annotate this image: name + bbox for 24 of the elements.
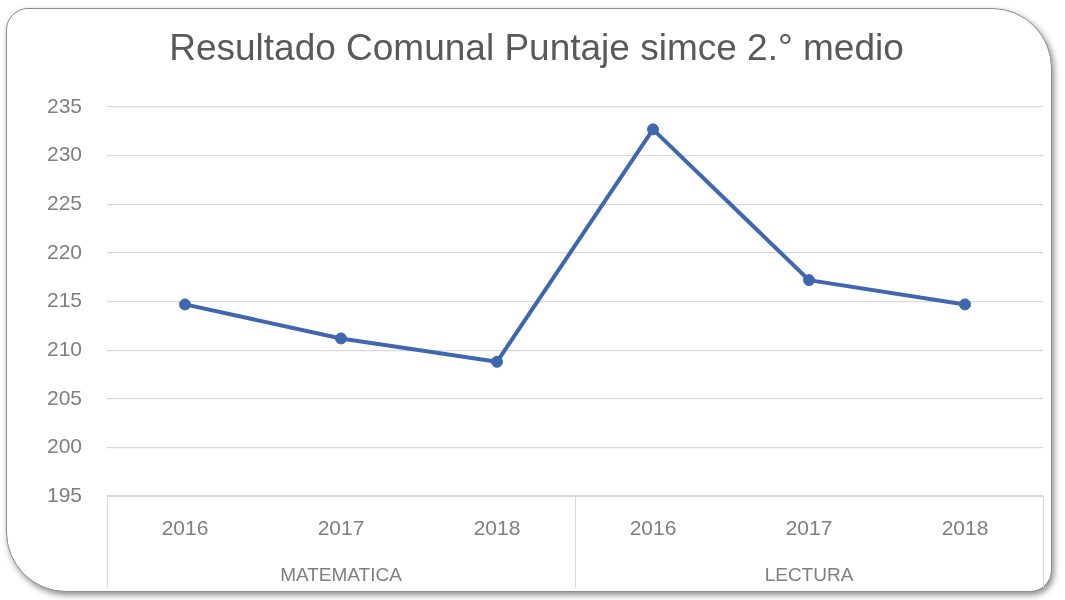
point xyxy=(335,332,347,345)
y-tick-label: 205 xyxy=(46,385,82,409)
y-tick-label: 210 xyxy=(46,336,82,360)
x-tick-label: 2016 xyxy=(161,516,209,540)
x-tick-label: 2016 xyxy=(629,516,677,540)
x-tick-label: 2018 xyxy=(941,516,989,540)
chart-title: Resultado Comunal Puntaje simce 2.° medio xyxy=(169,27,904,69)
y-tick-label: 195 xyxy=(46,482,82,506)
text: LECTURA xyxy=(764,564,854,586)
text: MATEMATICA xyxy=(280,564,403,586)
x-tick-label: 2017 xyxy=(785,516,833,540)
y-tick-label: 200 xyxy=(46,434,82,458)
x-tick-label: 2018 xyxy=(473,516,521,540)
point xyxy=(959,298,971,311)
y-tick-label: 230 xyxy=(46,142,82,166)
y-tick-label: 225 xyxy=(46,191,82,215)
y-tick-label: 220 xyxy=(46,239,82,263)
x-tick-label: 2017 xyxy=(317,516,365,540)
point xyxy=(647,123,659,136)
point xyxy=(803,274,815,287)
point xyxy=(179,298,191,311)
y-tick-label: 215 xyxy=(46,288,82,312)
y-tick-label: 235 xyxy=(46,93,82,117)
point xyxy=(491,355,503,368)
